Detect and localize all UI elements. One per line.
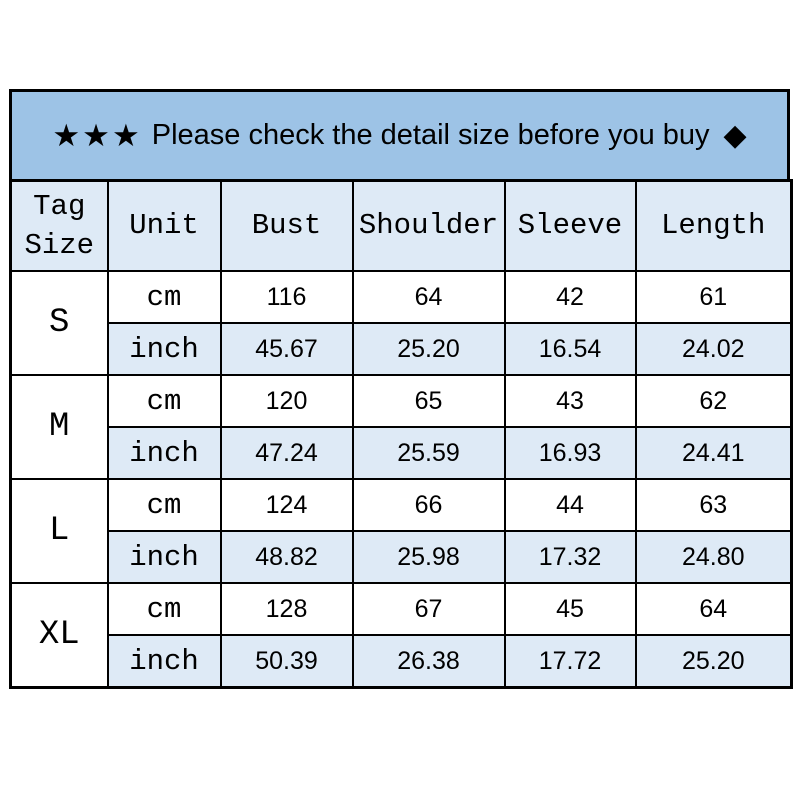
- table-row-m-inch: inch 47.24 25.59 16.93 24.41: [11, 426, 793, 480]
- measurement-value: 24.41: [634, 426, 793, 480]
- col-header-sleeve: Sleeve: [503, 179, 637, 272]
- measurement-value: 17.32: [503, 530, 637, 584]
- measurement-value: 128: [219, 582, 354, 636]
- col-header-length: Length: [634, 179, 793, 272]
- table-row-m-cm: M cm 120 65 43 62: [9, 374, 793, 480]
- measurement-value: 63: [634, 478, 793, 532]
- size-cell-xl: XL: [9, 582, 109, 689]
- unit-label: cm: [106, 270, 222, 324]
- measurement-value: 45.67: [219, 322, 354, 376]
- table-row-l-inch: inch 48.82 25.98 17.32 24.80: [11, 530, 793, 584]
- unit-label: inch: [106, 322, 222, 376]
- table-row-s-cm: S cm 116 64 42 61: [9, 270, 793, 376]
- unit-label: inch: [106, 634, 222, 689]
- measurement-value: 26.38: [351, 634, 506, 689]
- size-cell-m: M: [9, 374, 109, 480]
- size-cell-l: L: [9, 478, 109, 584]
- stars-icon: ★★★: [52, 117, 142, 153]
- measurement-value: 116: [219, 270, 354, 324]
- col-header-unit: Unit: [106, 179, 222, 272]
- measurement-value: 44: [503, 478, 637, 532]
- measurement-value: 43: [503, 374, 637, 428]
- table-row-s-inch: inch 45.67 25.20 16.54 24.02: [11, 322, 793, 376]
- size-chart-table: Tag Size Unit Bust Shoulder Sleeve Lengt…: [9, 179, 793, 689]
- measurement-value: 17.72: [503, 634, 637, 689]
- unit-label: cm: [106, 582, 222, 636]
- notice-text: Please check the detail size before you …: [151, 119, 710, 151]
- measurement-value: 42: [503, 270, 637, 324]
- measurement-value: 67: [351, 582, 506, 636]
- measurement-value: 16.93: [503, 426, 637, 480]
- header-row: Tag Size Unit Bust Shoulder Sleeve Lengt…: [9, 179, 793, 272]
- col-header-shoulder: Shoulder: [351, 179, 506, 272]
- measurement-value: 64: [634, 582, 793, 636]
- measurement-value: 48.82: [219, 530, 354, 584]
- measurement-value: 24.02: [634, 322, 793, 376]
- measurement-value: 25.59: [351, 426, 506, 480]
- size-cell-s: S: [9, 270, 109, 376]
- measurement-value: 24.80: [634, 530, 793, 584]
- notice-banner: ★★★ Please check the detail size before …: [9, 89, 790, 182]
- table-row-xl-inch: inch 50.39 26.38 17.72 25.20: [11, 634, 793, 689]
- measurement-value: 25.98: [351, 530, 506, 584]
- measurement-value: 65: [351, 374, 506, 428]
- diamond-icon: ◆: [723, 119, 747, 152]
- measurement-value: 120: [219, 374, 354, 428]
- measurement-value: 16.54: [503, 322, 637, 376]
- measurement-value: 50.39: [219, 634, 354, 689]
- table-row-xl-cm: XL cm 128 67 45 64: [9, 582, 793, 689]
- measurement-value: 61: [634, 270, 793, 324]
- measurement-value: 45: [503, 582, 637, 636]
- unit-label: cm: [106, 478, 222, 532]
- measurement-value: 25.20: [351, 322, 506, 376]
- measurement-value: 62: [634, 374, 793, 428]
- unit-label: inch: [106, 530, 222, 584]
- measurement-value: 66: [351, 478, 506, 532]
- measurement-value: 124: [219, 478, 354, 532]
- col-header-tag-size: Tag Size: [9, 179, 109, 272]
- col-header-bust: Bust: [219, 179, 354, 272]
- unit-label: cm: [106, 374, 222, 428]
- measurement-value: 25.20: [634, 634, 793, 689]
- measurement-value: 47.24: [219, 426, 354, 480]
- table-row-l-cm: L cm 124 66 44 63: [9, 478, 793, 584]
- unit-label: inch: [106, 426, 222, 480]
- measurement-value: 64: [351, 270, 506, 324]
